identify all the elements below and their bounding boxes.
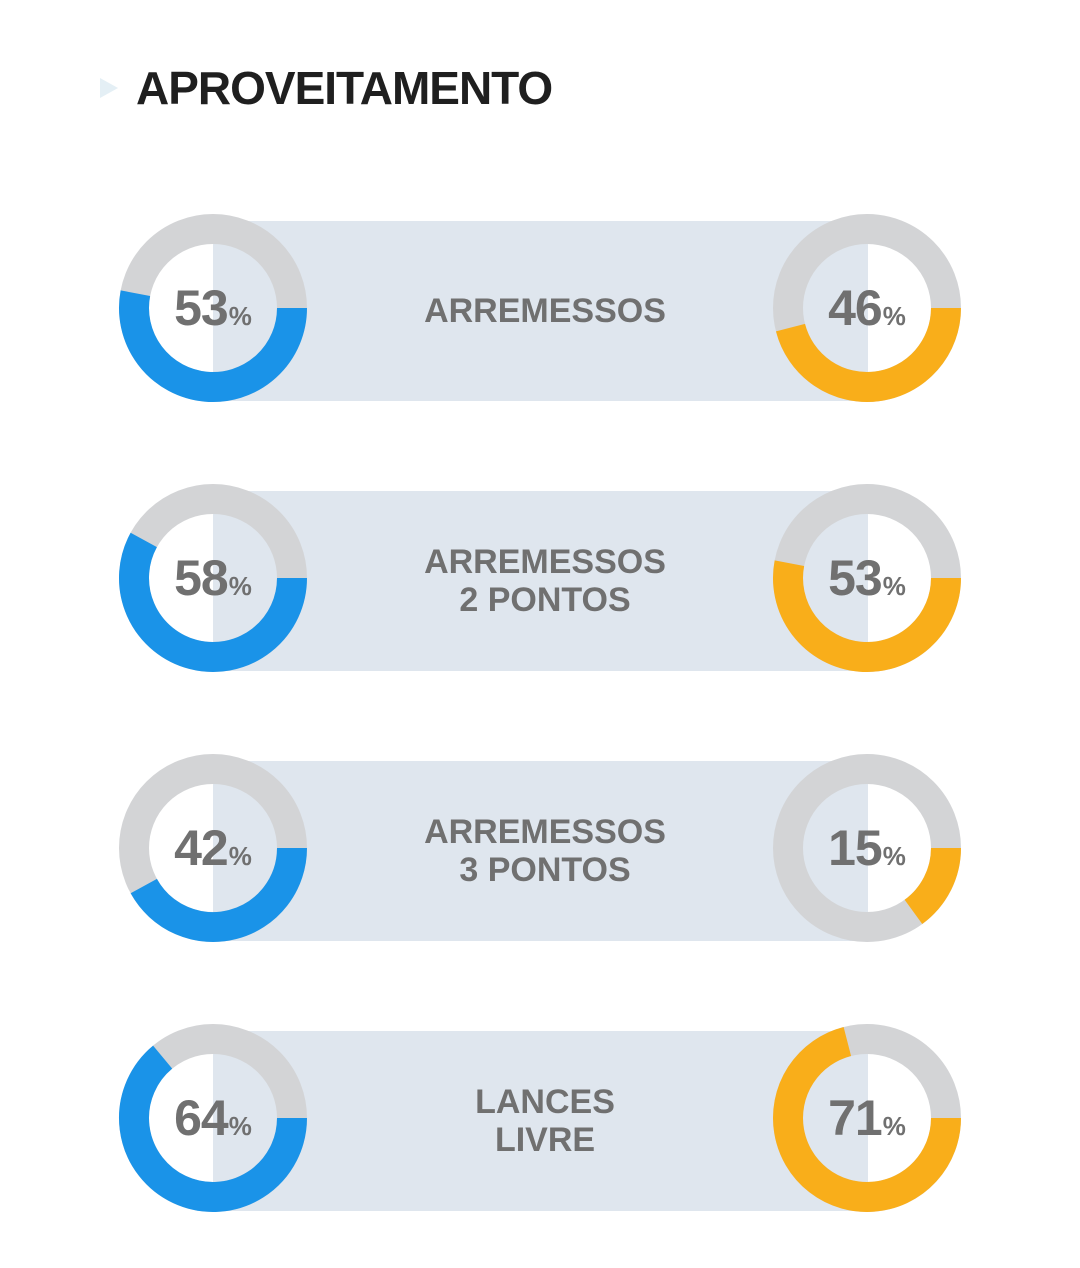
left-percentage: 58% [113,478,313,678]
right-donut-graphic [773,214,961,402]
right-percentage-value: 46 [828,280,883,336]
page-title: APROVEITAMENTO [136,62,553,114]
stat-label: ARREMESSOS 3 PONTOS [345,761,745,941]
left-donut-graphic [119,484,307,672]
left-donut-value-arc [119,1045,307,1212]
stat-row: ARREMESSOS 53% 46% [0,208,1080,408]
right-donut-value-arc [904,847,961,925]
left-percentage: 64% [113,1018,313,1218]
triangle-marker-icon [100,78,118,98]
left-donut: 42% [113,748,313,948]
stat-row: ARREMESSOS 3 PONTOS 42% 15% [0,748,1080,948]
left-percentage-value: 42 [174,820,229,876]
percent-sign: % [228,840,252,871]
percent-sign: % [228,1110,252,1141]
right-donut: 53% [767,478,967,678]
right-donut: 46% [767,208,967,408]
percent-sign: % [228,570,252,601]
percent-sign: % [882,300,906,331]
left-donut: 53% [113,208,313,408]
left-donut-graphic [119,754,307,942]
stat-band [213,1031,868,1211]
left-donut-graphic [119,214,307,402]
stat-label-line: ARREMESSOS [424,813,666,851]
right-percentage: 71% [767,1018,967,1218]
right-percentage-value: 71 [828,1090,883,1146]
stat-band [213,491,868,671]
right-percentage-value: 53 [828,550,883,606]
stat-band [213,221,868,401]
right-donut-graphic [773,1024,961,1212]
percent-sign: % [228,300,252,331]
stat-label: LANCES LIVRE [345,1031,745,1211]
stat-row: ARREMESSOS 2 PONTOS 58% 53% [0,478,1080,678]
left-donut-value-arc [130,847,307,942]
right-donut-value-arc [775,307,961,402]
right-percentage-value: 15 [828,820,883,876]
right-percentage: 46% [767,208,967,408]
right-donut-graphic [773,754,961,942]
stat-label: ARREMESSOS [345,221,745,401]
stat-label: ARREMESSOS 2 PONTOS [345,491,745,671]
left-percentage: 42% [113,748,313,948]
stat-label-line: ARREMESSOS [424,543,666,581]
right-donut-graphic [773,484,961,672]
percent-sign: % [882,840,906,871]
left-donut-value-arc [119,532,307,672]
stat-row: LANCES LIVRE 64% 71% [0,1018,1080,1218]
left-donut-graphic [119,1024,307,1212]
right-donut-value-arc [773,1026,961,1212]
left-percentage-value: 64 [174,1090,229,1146]
stat-label-line: 2 PONTOS [459,581,631,619]
left-percentage-value: 58 [174,550,229,606]
stat-band [213,761,868,941]
right-donut: 15% [767,748,967,948]
left-percentage: 53% [113,208,313,408]
stat-label-line: LIVRE [494,1121,596,1159]
stat-label-line: LANCES [475,1083,615,1121]
right-donut: 71% [767,1018,967,1218]
right-percentage: 15% [767,748,967,948]
section-header: APROVEITAMENTO [100,58,553,118]
right-percentage: 53% [767,478,967,678]
stat-label-line: ARREMESSOS [424,292,666,330]
left-donut-value-arc [119,290,307,402]
stat-label-line: 3 PONTOS [459,851,631,889]
percent-sign: % [882,1110,906,1141]
percent-sign: % [882,570,906,601]
left-donut: 64% [113,1018,313,1218]
right-donut-value-arc [773,560,961,672]
left-donut: 58% [113,478,313,678]
left-percentage-value: 53 [174,280,229,336]
